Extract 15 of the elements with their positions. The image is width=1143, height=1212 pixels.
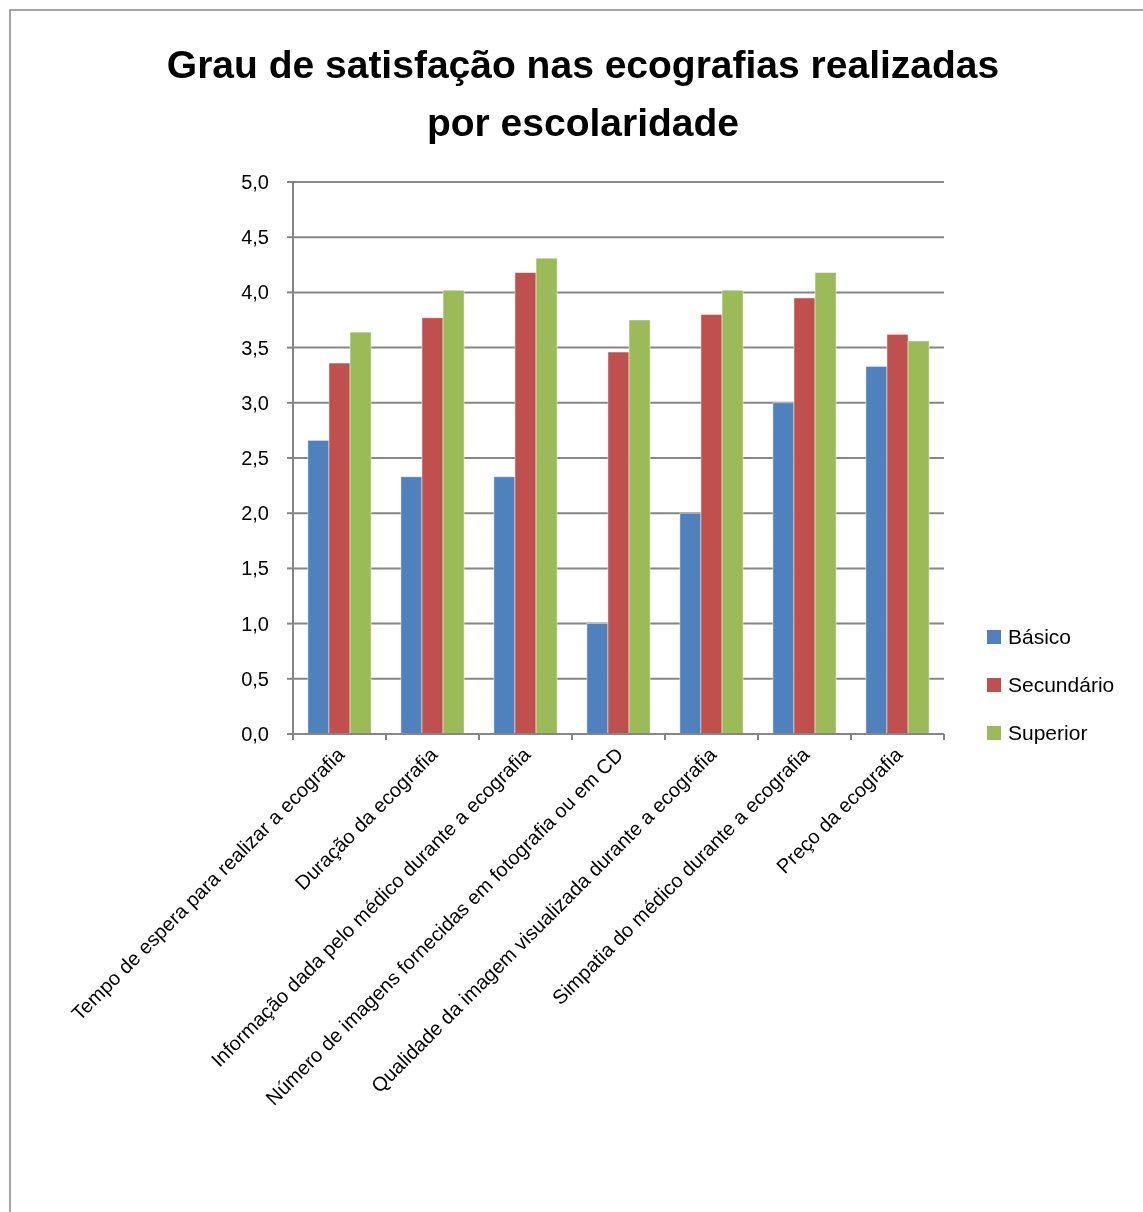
y-tick-label: 1,5 (241, 557, 269, 580)
legend-label: Superior (1008, 721, 1088, 745)
y-tick-label: 0,0 (241, 723, 269, 745)
y-tick-label: 4,5 (241, 226, 269, 249)
y-tick-label: 2,5 (241, 447, 269, 469)
y-tick-label: 5,0 (241, 171, 269, 193)
y-tick-label: 3,5 (241, 336, 269, 359)
y-tick-label: 1,0 (241, 612, 269, 635)
y-tick-label: 0,5 (241, 667, 269, 690)
legend-label: Básico (1008, 625, 1072, 649)
legend-label: Secundário (1008, 673, 1115, 697)
y-tick-label: 2,0 (241, 502, 269, 525)
chart-title: Grau de satisfação nas ecografias realizadas por escolaridade (166, 43, 1000, 144)
y-tick-label: 3,0 (241, 391, 269, 414)
y-tick-label: 4,0 (241, 281, 269, 304)
